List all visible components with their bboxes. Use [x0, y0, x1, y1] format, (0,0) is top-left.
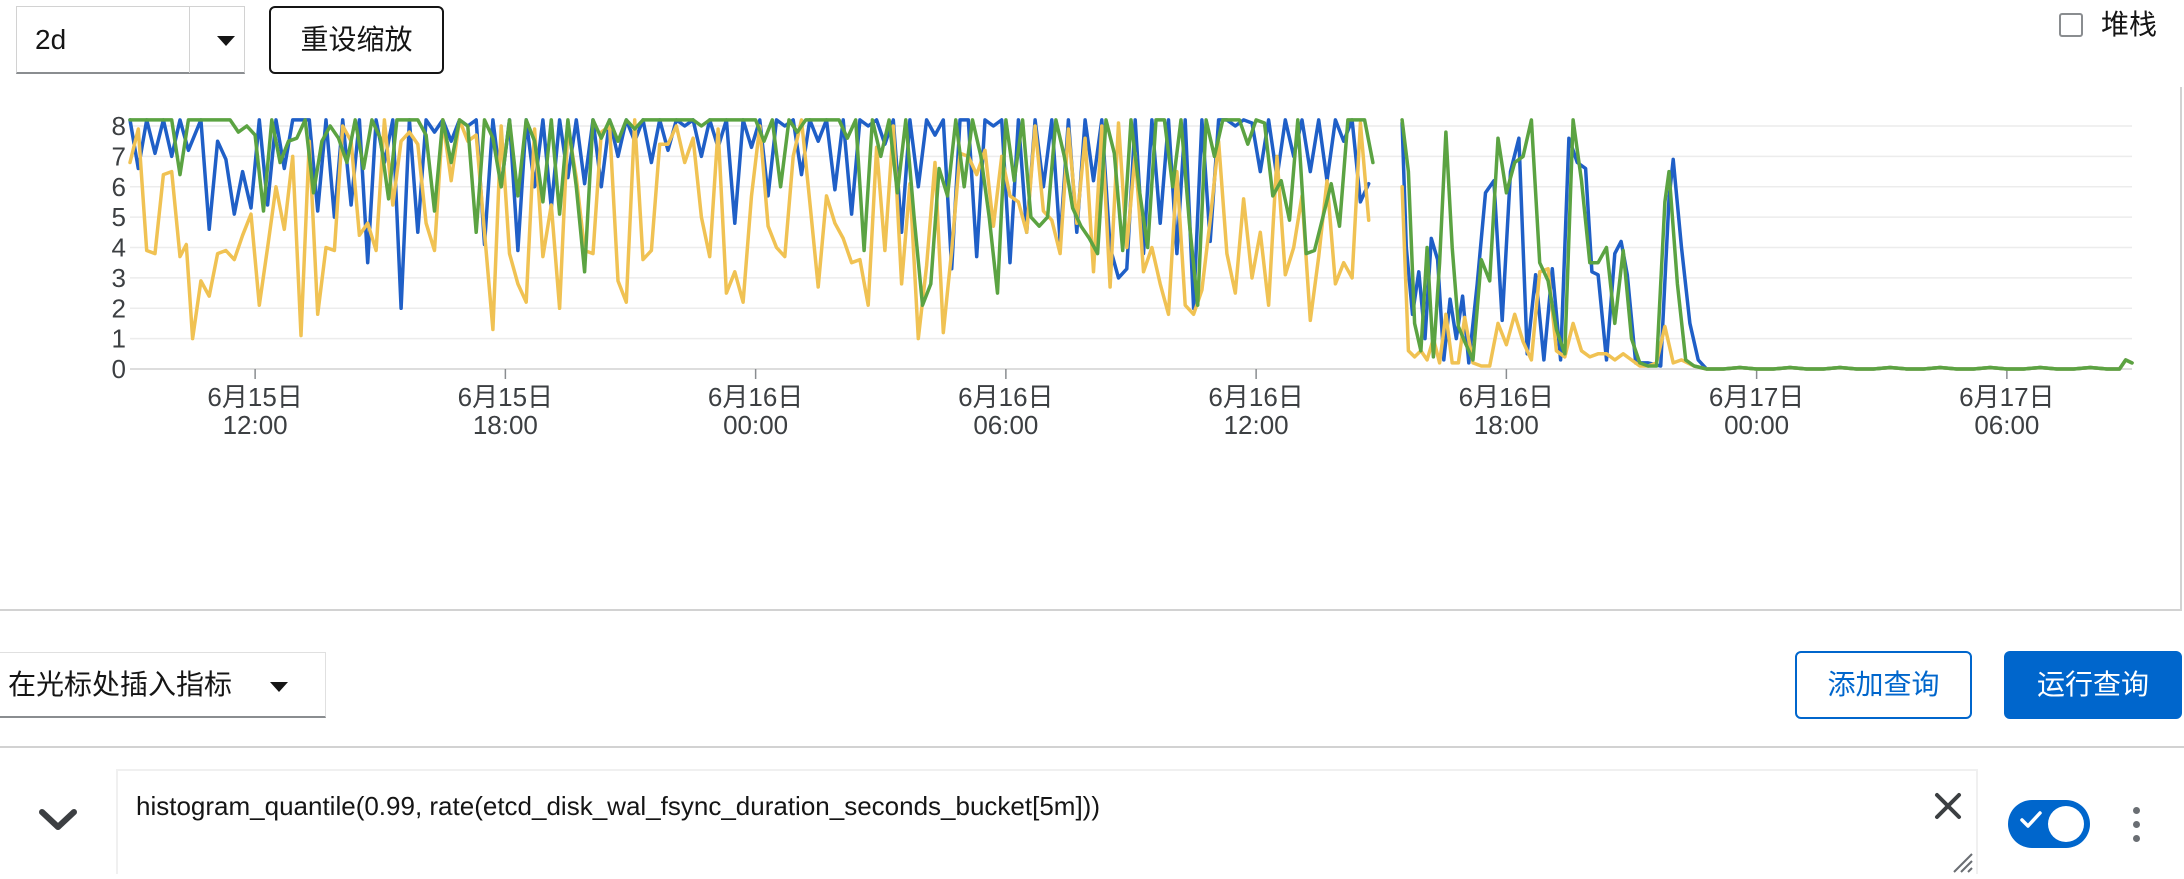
select-divider — [189, 7, 190, 73]
x-tick-time: 06:00 — [1974, 410, 2039, 440]
chart-series — [128, 118, 2134, 371]
caret-down-icon[interactable] — [217, 36, 235, 46]
close-icon[interactable] — [1932, 790, 1964, 822]
reset-zoom-button[interactable]: 重设缩放 — [269, 6, 444, 74]
check-icon — [2020, 811, 2042, 828]
x-tick-time: 12:00 — [223, 410, 288, 440]
x-tick-date: 6月15日 — [207, 382, 302, 412]
add-query-button[interactable]: 添加查询 — [1795, 651, 1972, 719]
kebab-dot — [2133, 835, 2140, 842]
x-tick-date: 6月16日 — [708, 382, 803, 412]
caret-down-icon — [270, 682, 288, 692]
chevron-down-icon-svg — [39, 809, 77, 830]
series-line — [1400, 118, 2134, 371]
query-expression-editor[interactable]: histogram_quantile(0.99, rate(etcd_disk_… — [116, 769, 1978, 874]
x-tick-time: 06:00 — [973, 410, 1038, 440]
y-tick-label: 0 — [112, 354, 126, 384]
series-line — [128, 118, 1375, 307]
kebab-icon[interactable] — [2125, 805, 2149, 845]
time-range-select[interactable]: 2d — [16, 6, 245, 74]
x-tick-time: 18:00 — [1474, 410, 1539, 440]
y-tick-label: 2 — [112, 293, 126, 323]
y-tick-label: 4 — [112, 233, 126, 263]
x-tick-time: 18:00 — [473, 410, 538, 440]
y-tick-label: 8 — [112, 111, 126, 141]
kebab-dot — [2133, 807, 2140, 814]
stack-checkbox[interactable] — [2059, 13, 2083, 37]
x-tick-date: 6月16日 — [958, 382, 1053, 412]
section-divider — [0, 746, 2184, 748]
y-tick-label: 6 — [112, 172, 126, 202]
resize-handle-icon-svg — [1953, 853, 1973, 873]
series-line — [128, 118, 1371, 341]
switch-knob — [2048, 806, 2084, 842]
time-range-value: 2d — [35, 24, 67, 55]
series-2 — [128, 118, 2134, 371]
resize-handle-icon[interactable] — [1948, 848, 1974, 874]
x-tick-date: 6月17日 — [1959, 382, 2054, 412]
x-tick-date: 6月16日 — [1459, 382, 1554, 412]
x-tick-time: 12:00 — [1224, 410, 1289, 440]
y-tick-label: 1 — [112, 324, 126, 354]
chevron-down-icon[interactable] — [34, 800, 82, 840]
y-tick-label: 5 — [112, 202, 126, 232]
x-tick-date: 6月17日 — [1709, 382, 1804, 412]
x-tick-time: 00:00 — [1724, 410, 1789, 440]
x-tick-date: 6月15日 — [458, 382, 553, 412]
line-chart: 0123456786月15日12:006月15日18:006月16日00:006… — [112, 111, 2134, 440]
query-expression-text[interactable]: histogram_quantile(0.99, rate(etcd_disk_… — [136, 791, 1100, 821]
y-tick-label: 3 — [112, 263, 126, 293]
close-icon-svg — [1935, 793, 1961, 819]
chart-panel: 0 1 2 3 4 5 6 7 8 6月15日 12:00 6月15日 18:00 6月16日 00:00 6… — [0, 87, 2182, 611]
insert-metric-label: 在光标处插入指标 — [8, 669, 233, 700]
chart-axes: 0123456786月15日12:006月15日18:006月16日00:006… — [112, 111, 2055, 440]
kebab-dot — [2133, 821, 2140, 828]
x-tick-time: 00:00 — [723, 410, 788, 440]
x-tick-date: 6月16日 — [1208, 382, 1303, 412]
insert-metric-select[interactable]: 在光标处插入指标 — [0, 652, 326, 718]
run-query-button[interactable]: 运行查询 — [2004, 651, 2182, 719]
y-tick-label: 7 — [112, 141, 126, 171]
query-enable-switch[interactable] — [2008, 800, 2090, 848]
stack-label: 堆栈 — [2101, 9, 2158, 40]
